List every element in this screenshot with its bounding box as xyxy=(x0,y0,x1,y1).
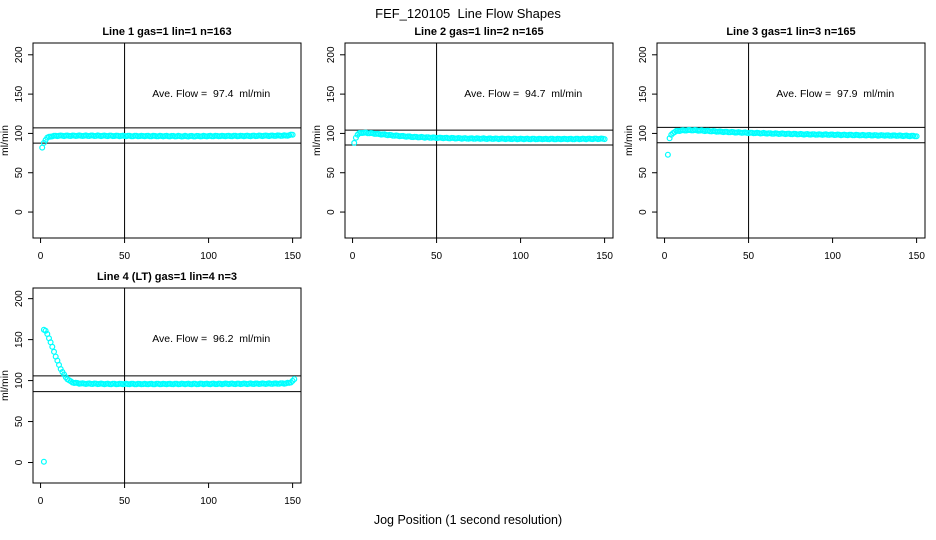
panel-title: Line 1 gas=1 lin=1 n=163 xyxy=(102,26,231,38)
data-point xyxy=(291,376,298,383)
data-point xyxy=(913,133,920,140)
panel-line-3: 0 50 100 150 0 50 100 150 200 ml/min Line 3 gas=1 … xyxy=(623,26,926,262)
flow-data-points xyxy=(351,129,608,146)
y-axis-label: ml/min xyxy=(0,125,11,156)
x-tick-label: 100 xyxy=(200,496,217,507)
outlier-data-point xyxy=(39,144,46,151)
y-tick-label: 100 xyxy=(14,372,25,389)
outlier-data-point xyxy=(40,458,47,465)
y-tick-label: 150 xyxy=(14,85,25,102)
plot-border xyxy=(344,42,614,239)
x-tick-label: 0 xyxy=(662,251,668,262)
data-point xyxy=(352,134,359,141)
x-tick-label: 150 xyxy=(284,251,301,262)
y-tick-label: 200 xyxy=(326,46,337,63)
panel-title: Line 3 gas=1 lin=3 n=165 xyxy=(726,26,855,38)
figure-title: FEF_120105 Line Flow Shapes xyxy=(375,6,561,21)
ave-flow-annotation: Ave. Flow = 97.4 ml/min xyxy=(152,88,270,100)
x-tick-label: 50 xyxy=(119,251,131,262)
y-axis-label: ml/min xyxy=(311,125,323,156)
x-tick-label: 150 xyxy=(596,251,613,262)
panel-line-2: 0 50 100 150 0 50 100 150 200 ml/min Line 2 gas=1 … xyxy=(311,26,614,262)
y-tick-label: 50 xyxy=(14,167,25,179)
y-tick-label: 100 xyxy=(14,125,25,142)
x-axis-outer-label: Jog Position (1 second resolution) xyxy=(373,513,563,527)
y-tick-label: 50 xyxy=(638,167,649,179)
y-tick-label: 100 xyxy=(326,125,337,142)
ave-flow-annotation: Ave. Flow = 94.7 ml/min xyxy=(464,88,582,100)
x-tick-label: 150 xyxy=(284,496,301,507)
x-tick-label: 50 xyxy=(743,251,755,262)
panel-line-4: 0 50 100 150 0 50 100 150 200 ml/min Line 4 (LT) g… xyxy=(0,271,302,507)
y-tick-label: 200 xyxy=(14,46,25,63)
y-axis-label: ml/min xyxy=(623,125,635,156)
y-tick-label: 150 xyxy=(14,331,25,348)
y-tick-label: 200 xyxy=(638,46,649,63)
y-tick-label: 150 xyxy=(638,85,649,102)
outlier-data-point xyxy=(351,139,358,146)
x-tick-label: 0 xyxy=(38,496,44,507)
y-tick-label: 100 xyxy=(638,125,649,142)
x-tick-label: 100 xyxy=(200,251,217,262)
x-tick-label: 100 xyxy=(824,251,841,262)
panel-title: Line 2 gas=1 lin=2 n=165 xyxy=(414,26,543,38)
panel-title: Line 4 (LT) gas=1 lin=4 n=3 xyxy=(97,271,237,283)
y-tick-label: 0 xyxy=(638,209,649,215)
data-point xyxy=(49,343,56,350)
ave-flow-annotation: Ave. Flow = 96.2 ml/min xyxy=(152,333,270,345)
panel-line-1: 0 50 100 150 0 50 100 150 200 ml/min Line 1 gas=1 … xyxy=(0,26,302,262)
flow-data-points xyxy=(40,326,298,465)
data-point xyxy=(57,366,64,373)
y-tick-label: 0 xyxy=(14,209,25,215)
data-point xyxy=(601,136,608,143)
y-tick-label: 150 xyxy=(326,85,337,102)
x-tick-label: 50 xyxy=(119,496,131,507)
y-tick-label: 200 xyxy=(14,290,25,307)
x-tick-label: 0 xyxy=(350,251,356,262)
plot-border xyxy=(32,287,302,484)
x-tick-label: 0 xyxy=(38,251,44,262)
plot-border xyxy=(656,42,926,239)
data-point xyxy=(50,348,57,355)
plot-border xyxy=(32,42,302,239)
y-tick-label: 50 xyxy=(326,167,337,179)
outlier-data-point xyxy=(664,151,671,158)
y-axis-label: ml/min xyxy=(0,370,11,401)
x-tick-label: 50 xyxy=(431,251,443,262)
x-tick-label: 100 xyxy=(512,251,529,262)
data-point xyxy=(289,131,296,138)
y-tick-label: 50 xyxy=(14,416,25,428)
flow-data-points xyxy=(664,126,920,158)
y-tick-label: 0 xyxy=(14,459,25,465)
ave-flow-annotation: Ave. Flow = 97.9 ml/min xyxy=(776,88,894,100)
flow-data-points xyxy=(39,131,296,151)
y-tick-label: 0 xyxy=(326,209,337,215)
x-tick-label: 150 xyxy=(908,251,925,262)
